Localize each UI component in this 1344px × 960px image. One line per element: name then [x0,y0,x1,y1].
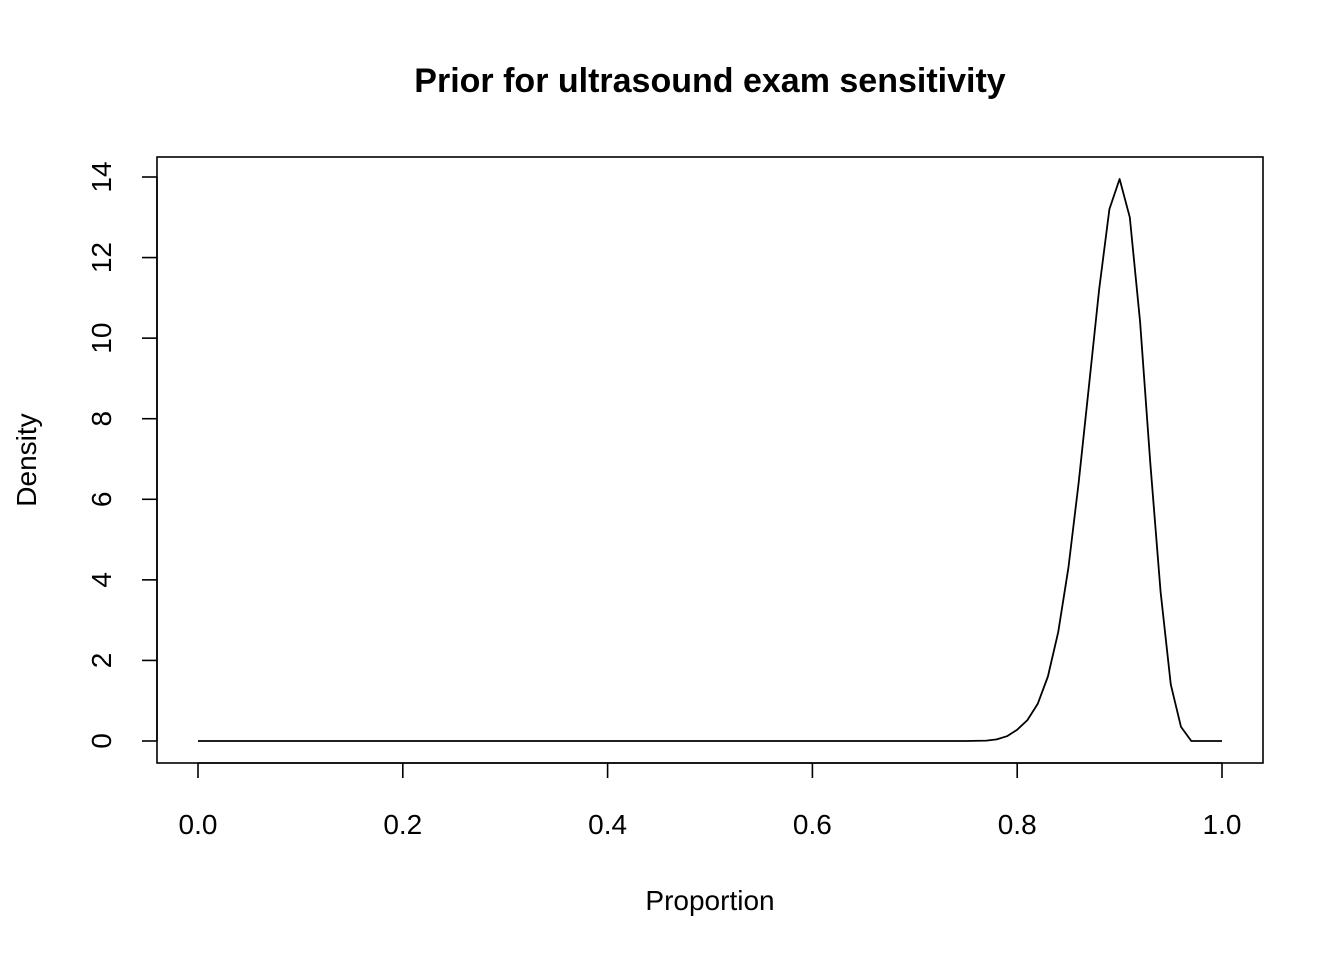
x-axis-label: Proportion [645,885,774,916]
x-tick-label: 0.2 [383,809,422,840]
y-tick-label: 4 [86,572,117,588]
y-tick-label: 12 [86,242,117,273]
y-axis-label: Density [11,413,42,506]
x-tick-label: 0.4 [588,809,627,840]
y-tick-label: 8 [86,411,117,427]
y-tick-label: 10 [86,323,117,354]
y-axis: 0 2 4 6 8 10 12 14 [86,161,158,749]
chart-title: Prior for ultrasound exam sensitivity [414,62,1005,100]
plot-frame [156,156,1264,764]
x-tick-label: 1.0 [1203,809,1242,840]
x-tick-label: 0.8 [998,809,1037,840]
y-tick-label: 2 [86,653,117,669]
y-tick-label: 0 [86,733,117,749]
x-tick-label: 0.6 [793,809,832,840]
density-line [198,178,1222,742]
x-axis: 0.0 0.2 0.4 0.6 0.8 1.0 [179,762,1242,840]
y-tick-label: 6 [86,491,117,507]
y-tick-label: 14 [86,161,117,192]
series-layer [198,178,1222,742]
x-tick-label: 0.0 [179,809,218,840]
